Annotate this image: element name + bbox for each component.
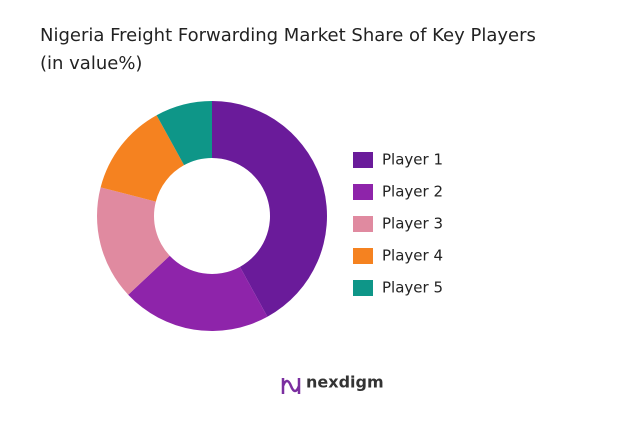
- legend-label: Player 2: [382, 183, 443, 201]
- brand-logo: [281, 378, 301, 394]
- chart-subtitle: (in value%): [40, 53, 142, 74]
- legend-swatch: [353, 216, 373, 232]
- legend-label: Player 5: [382, 279, 443, 297]
- legend-label: Player 3: [382, 215, 443, 233]
- donut-slice: [100, 115, 185, 202]
- donut-slice: [128, 255, 268, 331]
- chart-title: Nigeria Freight Forwarding Market Share …: [40, 25, 536, 46]
- legend-swatch: [353, 248, 373, 264]
- donut-slice: [156, 101, 212, 166]
- donut-slice: [96, 187, 170, 295]
- legend-label: Player 4: [382, 247, 443, 265]
- legend-swatch: [353, 184, 373, 200]
- legend-swatch: [353, 280, 373, 296]
- legend-label: Player 1: [382, 151, 443, 169]
- brand-name: nexdigm: [306, 373, 384, 392]
- donut-slice: [212, 101, 327, 317]
- legend-swatch: [353, 152, 373, 168]
